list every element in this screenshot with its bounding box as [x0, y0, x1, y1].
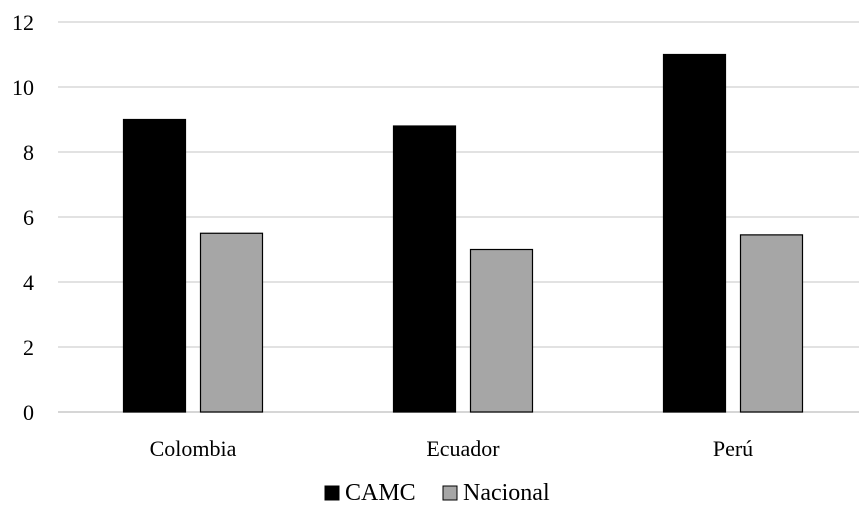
y-axis-tick-labels: 0 2 4 6 8 10 12 — [12, 10, 34, 425]
legend-swatch-nacional — [442, 485, 458, 501]
bars — [122, 53, 804, 413]
legend-label-camc: CAMC — [345, 480, 416, 506]
gridlines — [58, 21, 859, 413]
y-tick-label: 4 — [23, 270, 34, 295]
x-tick-label: Colombia — [150, 436, 237, 461]
bar-nacional-ecuador — [469, 248, 534, 413]
y-tick-label: 10 — [12, 75, 34, 100]
bar-camc-ecuador — [392, 125, 457, 413]
bar-nacional-perú — [739, 234, 804, 413]
legend: CAMC Nacional — [324, 480, 550, 506]
y-tick-label: 2 — [23, 335, 34, 360]
bar-camc-perú — [662, 53, 727, 413]
legend-swatch-camc — [324, 485, 340, 501]
bar-nacional-colombia — [199, 232, 264, 413]
legend-label-nacional: Nacional — [463, 480, 550, 506]
y-tick-label: 12 — [12, 10, 34, 35]
x-axis-tick-labels: Colombia Ecuador Perú — [150, 436, 754, 461]
y-tick-label: 8 — [23, 140, 34, 165]
x-tick-label: Perú — [713, 436, 753, 461]
y-tick-label: 6 — [23, 205, 34, 230]
y-tick-label: 0 — [23, 400, 34, 425]
bar-camc-colombia — [122, 118, 187, 413]
x-tick-label: Ecuador — [426, 436, 500, 461]
